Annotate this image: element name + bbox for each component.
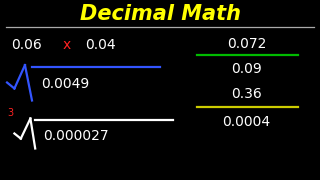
Text: 0.36: 0.36 xyxy=(231,87,262,102)
Text: 0.072: 0.072 xyxy=(227,37,266,51)
Text: 0.0004: 0.0004 xyxy=(222,114,270,129)
Text: x: x xyxy=(62,38,71,52)
Text: 3: 3 xyxy=(7,107,13,118)
Text: 0.04: 0.04 xyxy=(85,38,116,52)
Text: 0.06: 0.06 xyxy=(11,38,42,52)
Text: 0.09: 0.09 xyxy=(231,62,262,76)
Text: 0.000027: 0.000027 xyxy=(43,129,109,143)
Text: 0.0049: 0.0049 xyxy=(42,77,90,91)
Text: Decimal Math: Decimal Math xyxy=(79,3,241,24)
